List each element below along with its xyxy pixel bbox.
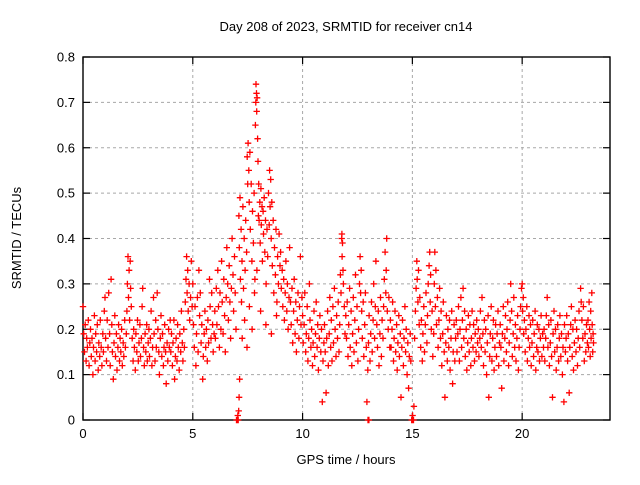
y-tick-label: 0.2 [57,322,75,337]
y-tick-label: 0.3 [57,276,75,291]
x-tick-label: 20 [515,426,529,441]
y-tick-label: 0.8 [57,50,75,65]
x-tick-label: 0 [79,426,86,441]
y-tick-label: 0.4 [57,231,75,246]
x-axis-label: GPS time / hours [297,452,396,467]
tick-labels: 0 0.1 0.2 0.3 0.4 0.5 0.6 0.7 0.8 0 5 10 15 20 [57,50,529,442]
x-tick-label: 10 [295,426,309,441]
y-axis-label: SRMTID / TECUs [9,186,24,289]
plot-border [82,56,611,421]
y-tick-label: 0.5 [57,186,75,201]
y-tick-label: 0.6 [57,140,75,155]
scatter-points [79,81,597,424]
x-tick-label: 15 [405,426,419,441]
x-tick-label: 5 [189,426,196,441]
chart-title: Day 208 of 2023, SRMTID for receiver cn1… [220,19,473,34]
y-tick-label: 0 [68,413,75,428]
y-tick-label: 0.7 [57,95,75,110]
y-tick-label: 0.1 [57,367,75,382]
